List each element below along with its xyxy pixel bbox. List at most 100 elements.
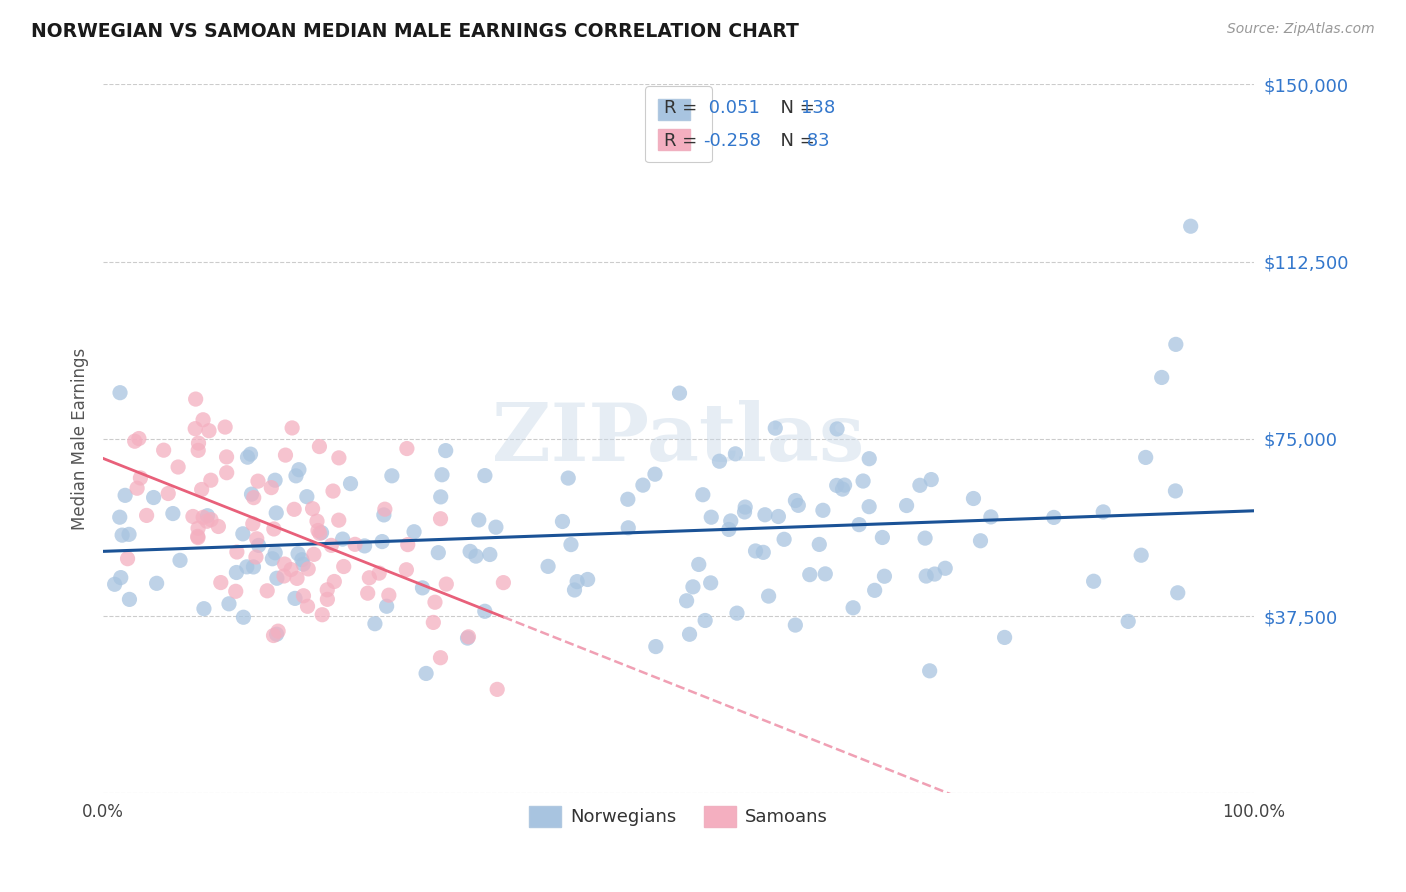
Point <box>773 533 796 547</box>
Point <box>873 569 896 583</box>
Point <box>200 473 222 487</box>
Point <box>328 513 350 527</box>
Point <box>368 566 391 581</box>
Point <box>576 573 599 587</box>
Point <box>825 422 848 436</box>
Point <box>720 514 742 528</box>
Point <box>858 500 880 514</box>
Legend: Norwegians, Samoans: Norwegians, Samoans <box>522 798 835 834</box>
Point <box>167 460 190 475</box>
Point <box>264 506 287 520</box>
Point <box>316 582 339 597</box>
Point <box>811 503 834 517</box>
Point <box>242 560 264 574</box>
Point <box>560 538 582 552</box>
Point <box>247 538 270 552</box>
Point <box>232 610 254 624</box>
Point <box>215 450 238 464</box>
Point <box>305 514 328 528</box>
Point <box>934 561 956 575</box>
Point <box>266 571 288 585</box>
Point <box>668 386 690 401</box>
Point <box>785 493 807 508</box>
Point <box>236 559 259 574</box>
Point <box>631 478 654 492</box>
Point <box>162 507 184 521</box>
Point <box>214 420 236 434</box>
Point <box>264 546 287 560</box>
Point <box>246 532 269 546</box>
Point <box>402 524 425 539</box>
Point <box>863 583 886 598</box>
Point <box>209 575 232 590</box>
Point <box>281 421 304 435</box>
Text: R =: R = <box>664 132 703 150</box>
Point <box>197 508 219 523</box>
Point <box>994 631 1017 645</box>
Point <box>429 650 451 665</box>
Point <box>758 589 780 603</box>
Point <box>292 589 315 603</box>
Point <box>564 582 586 597</box>
Point <box>142 491 165 505</box>
Point <box>135 508 157 523</box>
Point <box>302 547 325 561</box>
Point <box>195 514 218 528</box>
Point <box>127 481 149 495</box>
Point <box>395 563 418 577</box>
Point <box>427 546 450 560</box>
Point <box>267 624 290 639</box>
Point <box>353 539 375 553</box>
Point <box>429 512 451 526</box>
Point <box>288 463 311 477</box>
Point <box>1135 450 1157 465</box>
Point <box>915 569 938 583</box>
Point <box>468 513 491 527</box>
Point <box>157 486 180 500</box>
Point <box>485 520 508 534</box>
Point <box>181 509 204 524</box>
Point <box>295 490 318 504</box>
Point <box>193 510 215 524</box>
Point <box>111 528 134 542</box>
Point <box>474 468 496 483</box>
Point <box>232 526 254 541</box>
Point <box>1164 483 1187 498</box>
Point <box>311 607 333 622</box>
Point <box>280 563 302 577</box>
Point <box>908 478 931 492</box>
Point <box>423 595 446 609</box>
Point <box>709 454 731 468</box>
Point <box>457 630 479 644</box>
Point <box>184 422 207 436</box>
Point <box>422 615 444 630</box>
Point <box>225 584 247 599</box>
Point <box>814 566 837 581</box>
Point <box>292 557 315 571</box>
Point <box>187 531 209 545</box>
Point <box>474 604 496 618</box>
Point <box>1180 219 1202 234</box>
Point <box>239 447 262 461</box>
Point <box>699 575 721 590</box>
Point <box>371 534 394 549</box>
Point <box>395 442 418 456</box>
Text: R =: R = <box>664 99 703 117</box>
Point <box>644 467 666 482</box>
Point <box>332 532 354 546</box>
Text: 138: 138 <box>801 99 835 117</box>
Point <box>734 500 756 514</box>
Point <box>872 531 894 545</box>
Point <box>763 421 786 435</box>
Point <box>675 594 697 608</box>
Point <box>118 592 141 607</box>
Point <box>896 499 918 513</box>
Point <box>316 592 339 607</box>
Point <box>724 447 747 461</box>
Point <box>225 566 247 580</box>
Point <box>263 522 285 536</box>
Point <box>285 468 308 483</box>
Point <box>128 432 150 446</box>
Point <box>104 577 127 591</box>
Point <box>242 516 264 531</box>
